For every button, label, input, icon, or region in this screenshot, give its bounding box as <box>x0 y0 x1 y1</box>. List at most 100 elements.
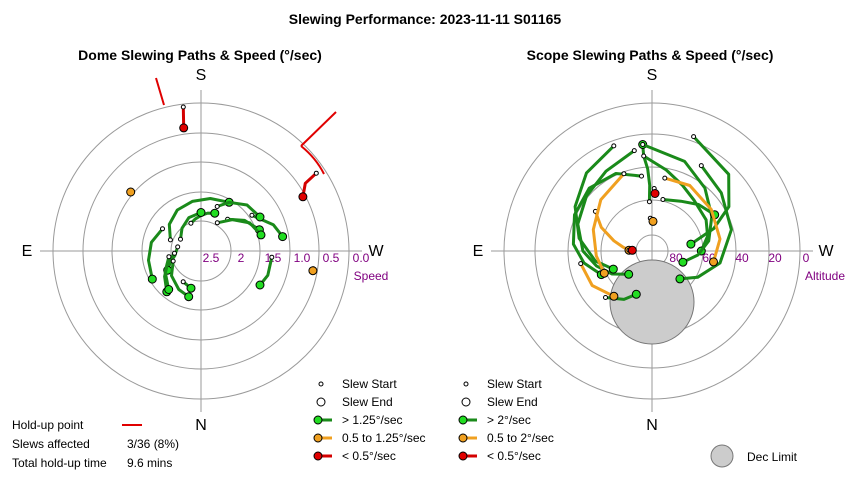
scope-slew-start-point <box>662 175 668 181</box>
scope-slew-start-point <box>611 143 617 149</box>
scope-slew-start-point <box>603 295 608 300</box>
scope-slew-start-point <box>660 197 666 202</box>
holdup-line <box>300 111 337 147</box>
dome-slew-paths <box>126 104 319 302</box>
dome-compass-left: E <box>22 243 33 260</box>
dome-slew-start-point <box>180 279 186 285</box>
dome-slew-path <box>170 259 191 299</box>
legend-label: > 1.25°/sec <box>342 413 403 427</box>
scope-slew-end-point <box>648 216 658 226</box>
scope-slew-path <box>591 172 626 275</box>
dome-slew-end-point <box>184 292 194 302</box>
dome-slew-end-point <box>308 266 318 276</box>
scope-slew-path <box>593 209 631 252</box>
slews-affected-label: Slews affected <box>12 437 90 451</box>
legend-slew-start-marker <box>318 381 324 387</box>
scope-slew-path <box>663 176 722 264</box>
dome-slew-start-point <box>188 220 194 226</box>
dome-slew-end-point <box>196 208 206 217</box>
legend-medium-marker <box>458 433 468 443</box>
dome-slew-start-point <box>313 170 319 176</box>
dome-slew-end-point <box>186 283 196 293</box>
scope-slew-end-point <box>678 257 688 267</box>
dome-slew-start-point <box>180 104 186 110</box>
dome-slew-end-point <box>255 280 265 290</box>
holdup-point-label: Hold-up point <box>12 418 84 432</box>
legend-label: Slew End <box>342 395 393 409</box>
legend-medium-marker <box>313 433 323 443</box>
dome-slew-start-point <box>160 226 165 232</box>
figure-title: Slewing Performance: 2023-11-11 S01165 <box>289 11 562 27</box>
dome-radial-axis-label: Speed <box>354 269 389 283</box>
dome-slew-start-point <box>249 212 255 218</box>
dome-chart-title: Dome Slewing Paths & Speed (°/sec) <box>78 47 322 63</box>
dec-limit-legend-marker <box>710 444 734 468</box>
legend-label: 0.5 to 1.25°/sec <box>342 431 426 445</box>
scope-slew-paths <box>571 134 733 301</box>
dome-slew-end-point <box>256 230 266 240</box>
dome-radial-tick: 2 <box>238 251 245 265</box>
scope-slew-start-point <box>640 142 646 147</box>
dome-slew-end-point <box>298 192 308 202</box>
legend-fast-marker <box>458 415 468 425</box>
dome-slew-start-point <box>175 244 181 250</box>
scope-legend: Slew Start Slew End > 2°/sec 0.5 to 2°/s… <box>458 377 554 463</box>
dec-limit-zone <box>609 259 695 345</box>
dome-slew-path <box>301 171 318 199</box>
scope-slew-start-point <box>578 261 584 267</box>
dome-slew-start-point <box>178 236 183 242</box>
legend-label: < 0.5°/sec <box>487 449 541 463</box>
legend-label: < 0.5°/sec <box>342 449 396 463</box>
scope-slew-end-point <box>709 257 718 267</box>
dec-limit-legend: Dec Limit <box>710 444 798 468</box>
dome-slew-start-point <box>269 254 275 260</box>
scope-slew-end-point <box>599 268 609 278</box>
scope-slew-path <box>576 149 636 276</box>
scope-slew-path <box>579 262 616 298</box>
dome-radial-tick: 2.5 <box>203 251 220 265</box>
scope-radial-tick: 0 <box>803 251 810 265</box>
scope-compass-left: E <box>473 243 484 260</box>
legend-label: Slew Start <box>487 377 542 391</box>
total-holdup-value: 9.6 mins <box>127 456 172 470</box>
scope-radial-tick: 40 <box>735 251 749 265</box>
holdup-line <box>300 145 325 175</box>
dome-slew-start-point <box>166 254 172 260</box>
dome-slew-path <box>215 218 263 237</box>
holdup-line <box>155 77 165 106</box>
dome-slew-start-point <box>214 220 220 226</box>
scope-slew-start-point <box>631 148 637 154</box>
dome-slew-path <box>179 211 203 241</box>
dome-slew-end-point <box>255 212 265 222</box>
legend-label: Slew End <box>487 395 538 409</box>
total-holdup-label: Total hold-up time <box>12 456 107 470</box>
dome-slew-path <box>147 227 164 281</box>
scope-slew-path <box>661 198 717 217</box>
scope-slew-end-point <box>675 274 685 284</box>
scope-slew-start-point <box>621 171 627 177</box>
scope-slew-end-point <box>631 289 641 299</box>
scope-radial-tick: 20 <box>768 251 782 265</box>
scope-slew-path <box>689 135 731 246</box>
scope-slew-path <box>641 143 652 204</box>
scope-slew-start-point <box>639 173 644 179</box>
dome-slew-end-point <box>179 123 189 133</box>
scope-slew-start-point <box>691 134 697 140</box>
holdup-info: Hold-up point Slews affected 3/36 (8%) T… <box>12 418 179 470</box>
dome-radial-tick: 1.0 <box>294 251 311 265</box>
legend-slew-start-marker <box>463 381 469 387</box>
scope-chart: Scope Slewing Paths & Speed (°/sec) S N … <box>473 47 846 434</box>
scope-chart-title: Scope Slewing Paths & Speed (°/sec) <box>527 47 774 63</box>
legend-fast-marker <box>313 415 323 425</box>
dome-radial-tick: 0.0 <box>353 251 370 265</box>
scope-slew-end-point <box>686 239 696 249</box>
scope-slew-path <box>571 172 643 277</box>
dome-slew-start-point <box>214 204 220 209</box>
dome-legend: Slew Start Slew End > 1.25°/sec 0.5 to 1… <box>313 377 426 463</box>
dome-compass-top: S <box>196 67 207 84</box>
dome-compass-right: W <box>368 243 384 260</box>
dome-slew-end-point <box>147 274 157 284</box>
dome-grid <box>40 90 362 412</box>
dome-slew-end-point <box>278 232 288 242</box>
